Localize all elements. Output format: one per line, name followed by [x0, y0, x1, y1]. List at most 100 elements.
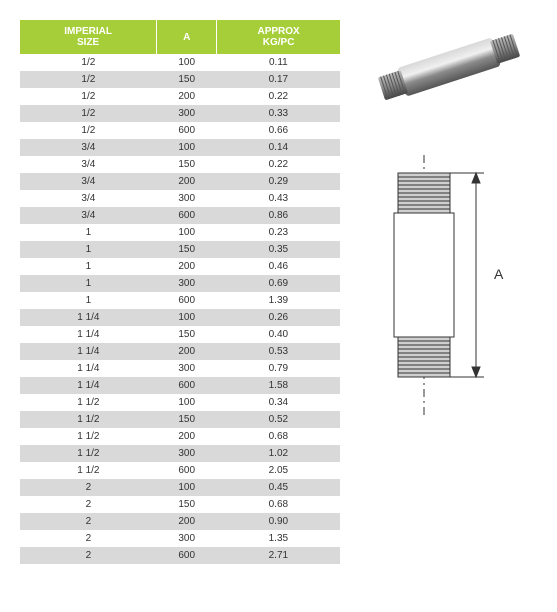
- table-cell: 1/2: [20, 71, 157, 88]
- table-cell: 0.45: [217, 479, 340, 496]
- spec-table-wrap: IMPERIAL SIZE A APPROX KG/PC 1/21000.111…: [20, 20, 340, 564]
- table-row: 22000.90: [20, 513, 340, 530]
- table-header-row: IMPERIAL SIZE A APPROX KG/PC: [20, 20, 340, 54]
- table-cell: 600: [157, 122, 217, 139]
- table-cell: 0.29: [217, 173, 340, 190]
- table-cell: 600: [157, 462, 217, 479]
- table-row: 1 1/42000.53: [20, 343, 340, 360]
- table-cell: 100: [157, 224, 217, 241]
- table-cell: 1.39: [217, 292, 340, 309]
- table-row: 11000.23: [20, 224, 340, 241]
- table-cell: 1: [20, 292, 157, 309]
- table-cell: 300: [157, 275, 217, 292]
- table-cell: 0.22: [217, 156, 340, 173]
- table-cell: 200: [157, 343, 217, 360]
- table-row: 1/21500.17: [20, 71, 340, 88]
- col-header-size: IMPERIAL SIZE: [20, 20, 157, 54]
- table-cell: 1.02: [217, 445, 340, 462]
- table-row: 13000.69: [20, 275, 340, 292]
- table-cell: 2: [20, 479, 157, 496]
- table-cell: 0.35: [217, 241, 340, 258]
- table-cell: 100: [157, 309, 217, 326]
- table-cell: 100: [157, 394, 217, 411]
- table-row: 1 1/41500.40: [20, 326, 340, 343]
- table-cell: 150: [157, 71, 217, 88]
- table-cell: 1/2: [20, 122, 157, 139]
- table-cell: 150: [157, 411, 217, 428]
- table-cell: 0.86: [217, 207, 340, 224]
- spec-table: IMPERIAL SIZE A APPROX KG/PC 1/21000.111…: [20, 20, 340, 564]
- table-cell: 0.52: [217, 411, 340, 428]
- table-row: 1/21000.11: [20, 54, 340, 71]
- product-photo: [364, 30, 534, 105]
- table-row: 3/46000.86: [20, 207, 340, 224]
- table-cell: 200: [157, 258, 217, 275]
- table-cell: 300: [157, 190, 217, 207]
- table-cell: 100: [157, 54, 217, 71]
- table-cell: 0.46: [217, 258, 340, 275]
- table-cell: 300: [157, 105, 217, 122]
- table-row: 3/41000.14: [20, 139, 340, 156]
- table-cell: 1/2: [20, 88, 157, 105]
- table-cell: 1 1/2: [20, 428, 157, 445]
- table-cell: 3/4: [20, 190, 157, 207]
- table-cell: 300: [157, 360, 217, 377]
- table-cell: 0.53: [217, 343, 340, 360]
- col-header-kg: APPROX KG/PC: [217, 20, 340, 54]
- table-cell: 0.43: [217, 190, 340, 207]
- table-cell: 1/2: [20, 54, 157, 71]
- table-cell: 600: [157, 547, 217, 564]
- table-cell: 150: [157, 326, 217, 343]
- table-row: 1 1/46001.58: [20, 377, 340, 394]
- table-row: 12000.46: [20, 258, 340, 275]
- table-cell: 100: [157, 139, 217, 156]
- table-cell: 1 1/4: [20, 377, 157, 394]
- table-cell: 0.14: [217, 139, 340, 156]
- table-row: 1/22000.22: [20, 88, 340, 105]
- table-cell: 2: [20, 496, 157, 513]
- table-cell: 150: [157, 496, 217, 513]
- table-row: 1 1/21000.34: [20, 394, 340, 411]
- table-cell: 0.66: [217, 122, 340, 139]
- table-cell: 600: [157, 377, 217, 394]
- table-row: 1 1/23001.02: [20, 445, 340, 462]
- table-cell: 1/2: [20, 105, 157, 122]
- table-cell: 1 1/4: [20, 326, 157, 343]
- table-cell: 1.35: [217, 530, 340, 547]
- table-cell: 300: [157, 445, 217, 462]
- dimension-diagram: A: [364, 155, 534, 415]
- table-cell: 200: [157, 173, 217, 190]
- table-cell: 1: [20, 258, 157, 275]
- table-cell: 3/4: [20, 207, 157, 224]
- table-row: 1 1/26002.05: [20, 462, 340, 479]
- table-cell: 1 1/2: [20, 411, 157, 428]
- table-row: 3/41500.22: [20, 156, 340, 173]
- table-cell: 0.23: [217, 224, 340, 241]
- table-cell: 1: [20, 224, 157, 241]
- col-header-a: A: [157, 20, 217, 54]
- table-cell: 600: [157, 207, 217, 224]
- table-cell: 200: [157, 428, 217, 445]
- table-cell: 1 1/2: [20, 445, 157, 462]
- table-cell: 3/4: [20, 173, 157, 190]
- table-row: 3/43000.43: [20, 190, 340, 207]
- table-cell: 200: [157, 88, 217, 105]
- table-cell: 1: [20, 275, 157, 292]
- table-cell: 1.58: [217, 377, 340, 394]
- table-row: 3/42000.29: [20, 173, 340, 190]
- table-cell: 0.33: [217, 105, 340, 122]
- table-cell: 1: [20, 241, 157, 258]
- table-cell: 1 1/4: [20, 343, 157, 360]
- figures-column: A: [360, 20, 537, 415]
- table-cell: 600: [157, 292, 217, 309]
- table-cell: 100: [157, 479, 217, 496]
- table-cell: 0.17: [217, 71, 340, 88]
- table-row: 26002.71: [20, 547, 340, 564]
- table-cell: 0.79: [217, 360, 340, 377]
- table-cell: 150: [157, 241, 217, 258]
- table-cell: 150: [157, 156, 217, 173]
- table-row: 1 1/22000.68: [20, 428, 340, 445]
- table-row: 1/23000.33: [20, 105, 340, 122]
- table-cell: 0.26: [217, 309, 340, 326]
- table-cell: 3/4: [20, 139, 157, 156]
